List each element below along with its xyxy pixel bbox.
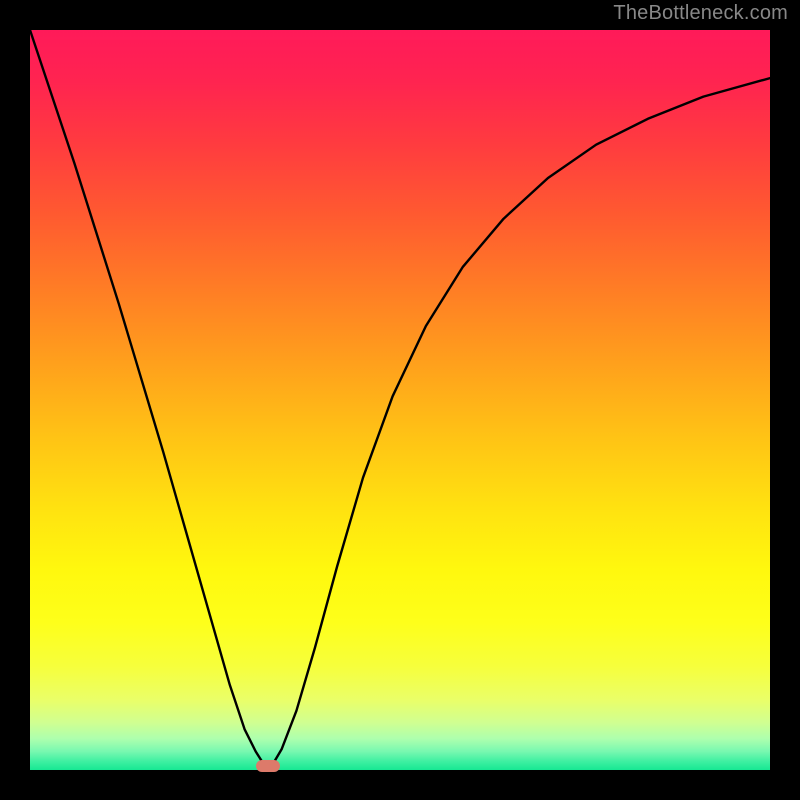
chart-frame: { "watermark": "TheBottleneck.com", "cha…: [0, 0, 800, 800]
bottleneck-curve: [30, 30, 770, 770]
minimum-marker: [256, 760, 280, 772]
watermark-text: TheBottleneck.com: [613, 2, 788, 25]
